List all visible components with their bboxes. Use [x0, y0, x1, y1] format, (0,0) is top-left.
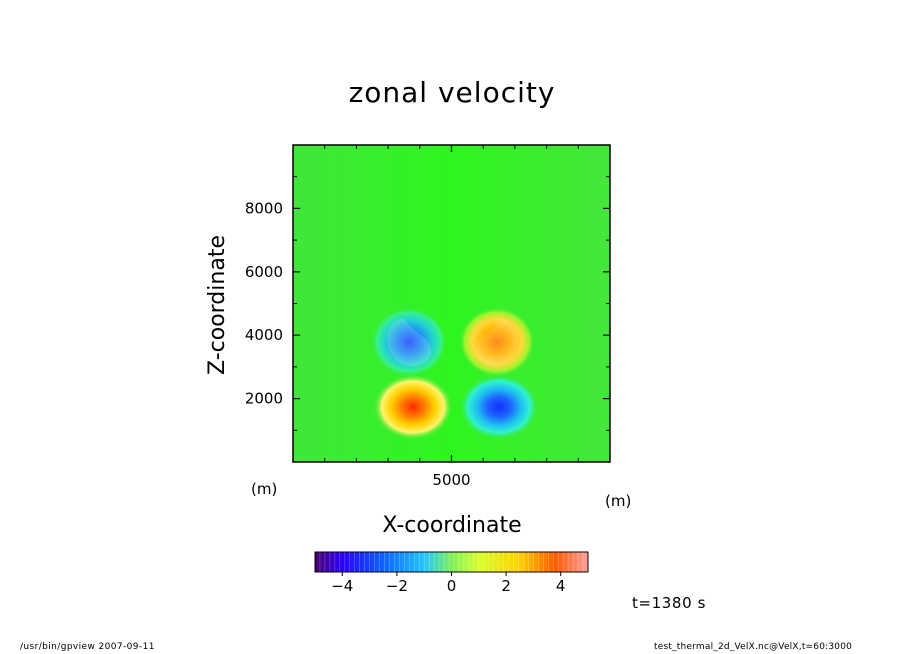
y-axis-ticks [293, 176, 610, 431]
colorbar-tick-label: 2 [501, 577, 511, 595]
colorbar-tick-label: 4 [556, 577, 566, 595]
page-title: zonal velocity [348, 76, 556, 109]
upper-left-negative-feature [371, 307, 447, 377]
x-axis-tick-labels: 5000 [432, 471, 470, 489]
y-axis-label: Z-coordinate [205, 235, 230, 375]
y-tick-label: 6000 [245, 263, 283, 281]
colorbar-tick-label: 0 [447, 577, 457, 595]
colorbar-tick-label: −2 [386, 577, 408, 595]
x-tick-label: 5000 [432, 471, 470, 489]
y-tick-label: 2000 [245, 390, 283, 408]
y-tick-label: 8000 [245, 199, 283, 217]
colorbar-tick-label: −4 [331, 577, 353, 595]
upper-right-positive-feature [459, 307, 535, 377]
lower-left-positive-feature [373, 374, 453, 440]
y-tick-label: 4000 [245, 326, 283, 344]
x-axis-ticks [324, 145, 579, 462]
time-label: t=1380 s [632, 594, 707, 612]
colorbar-stripes [319, 552, 584, 572]
upper-left-shape-highlight [387, 318, 432, 367]
x-axis-label: X-coordinate [382, 513, 522, 538]
footer-right: test_thermal_2d_VelX.nc@VelX,t=60:3000 [654, 642, 853, 652]
upper-right-shape-highlight [475, 318, 518, 367]
y-axis-tick-labels: 2000 4000 6000 8000 [245, 199, 283, 407]
lower-right-negative-feature [459, 374, 539, 440]
colorbar-ticks: −4 −2 0 2 4 [331, 572, 565, 595]
x-axis-unit-right: (m) [605, 492, 632, 510]
colorbar [314, 551, 589, 573]
footer-left: /usr/bin/gpview 2007-09-11 [20, 642, 155, 652]
x-axis-unit-left: (m) [251, 480, 278, 498]
